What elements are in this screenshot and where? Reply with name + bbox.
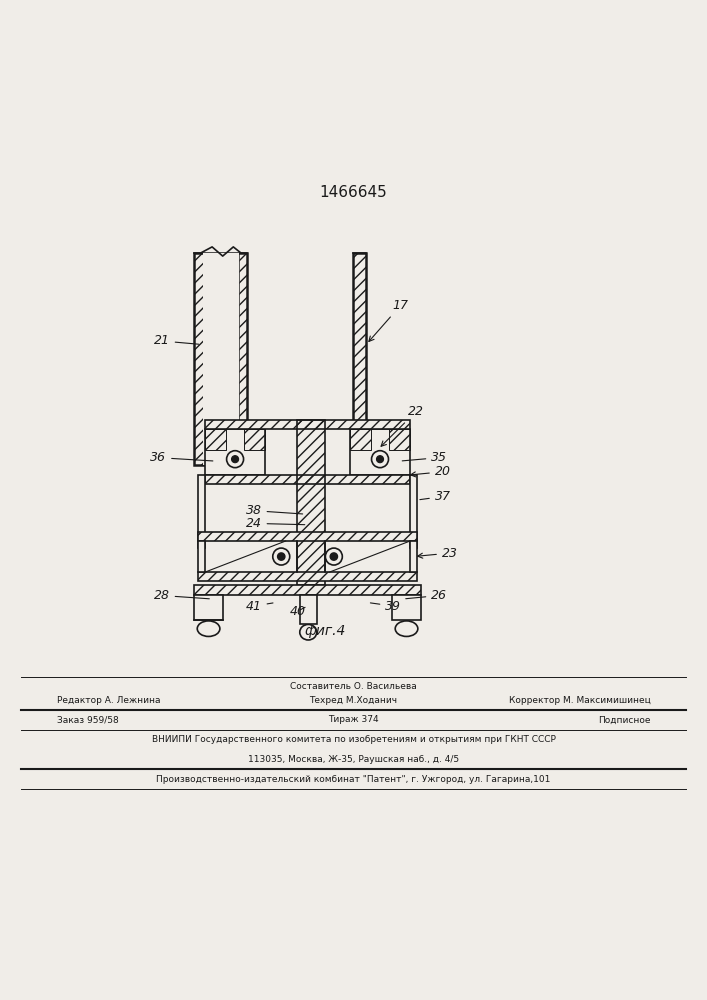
Text: 37: 37 bbox=[420, 490, 451, 503]
Text: фиг.4: фиг.4 bbox=[305, 624, 346, 638]
Text: 38: 38 bbox=[245, 504, 303, 517]
Text: 22: 22 bbox=[381, 405, 424, 446]
Circle shape bbox=[372, 451, 389, 468]
Text: Составитель О. Васильева: Составитель О. Васильева bbox=[290, 682, 417, 691]
Ellipse shape bbox=[395, 621, 418, 636]
Text: Подписное: Подписное bbox=[598, 715, 650, 724]
Bar bbox=[198, 475, 205, 548]
Bar bbox=[410, 541, 417, 572]
Circle shape bbox=[231, 456, 238, 463]
Text: 24: 24 bbox=[245, 517, 305, 530]
Circle shape bbox=[273, 548, 290, 565]
Bar bbox=[203, 253, 239, 465]
Text: 20: 20 bbox=[411, 465, 451, 478]
Bar bbox=[205, 475, 410, 484]
Text: 39: 39 bbox=[370, 600, 402, 613]
Circle shape bbox=[330, 553, 337, 560]
Text: 41: 41 bbox=[245, 600, 273, 613]
Text: 21: 21 bbox=[153, 334, 199, 347]
Bar bbox=[389, 429, 410, 450]
Text: 28: 28 bbox=[153, 589, 209, 602]
Text: ВНИИПИ Государственного комитета по изобретениям и открытиям при ГКНТ СССР: ВНИИПИ Государственного комитета по изоб… bbox=[151, 735, 556, 744]
Bar bbox=[354, 253, 366, 465]
Text: 26: 26 bbox=[406, 589, 448, 602]
Text: Редактор А. Лежнина: Редактор А. Лежнина bbox=[57, 696, 160, 705]
Bar bbox=[350, 429, 410, 475]
Text: 1466645: 1466645 bbox=[320, 185, 387, 200]
Circle shape bbox=[278, 553, 285, 560]
Ellipse shape bbox=[300, 624, 317, 640]
Bar bbox=[198, 572, 417, 581]
Text: 23: 23 bbox=[418, 547, 458, 560]
Circle shape bbox=[376, 456, 383, 463]
Text: 17: 17 bbox=[369, 299, 409, 341]
Bar bbox=[194, 595, 223, 620]
Bar bbox=[194, 253, 247, 465]
Text: Тираж 374: Тираж 374 bbox=[328, 715, 379, 724]
Circle shape bbox=[325, 548, 342, 565]
Bar bbox=[410, 475, 417, 548]
Bar bbox=[205, 429, 226, 450]
Text: 113035, Москва, Ж-35, Раушская наб., д. 4/5: 113035, Москва, Ж-35, Раушская наб., д. … bbox=[248, 755, 459, 764]
Bar bbox=[198, 532, 417, 541]
Text: Производственно-издательский комбинат "Патент", г. Ужгород, ул. Гагарина,101: Производственно-издательский комбинат "П… bbox=[156, 775, 551, 784]
Circle shape bbox=[226, 451, 243, 468]
Text: 35: 35 bbox=[402, 451, 448, 464]
Ellipse shape bbox=[197, 621, 220, 636]
Text: 36: 36 bbox=[150, 451, 213, 464]
Text: Заказ 959/58: Заказ 959/58 bbox=[57, 715, 118, 724]
Bar bbox=[239, 253, 247, 465]
Text: Корректор М. Максимишинец: Корректор М. Максимишинец bbox=[509, 696, 650, 705]
Bar bbox=[194, 253, 203, 465]
Bar bbox=[300, 595, 317, 624]
Bar bbox=[350, 429, 371, 450]
Bar bbox=[205, 420, 410, 429]
Bar bbox=[194, 585, 421, 595]
Bar bbox=[198, 541, 205, 572]
Bar bbox=[392, 595, 421, 620]
Bar bbox=[205, 429, 265, 475]
Text: 40: 40 bbox=[290, 605, 306, 618]
Text: Техред М.Ходанич: Техред М.Ходанич bbox=[310, 696, 397, 705]
Bar bbox=[244, 429, 265, 450]
Bar bbox=[297, 420, 325, 585]
